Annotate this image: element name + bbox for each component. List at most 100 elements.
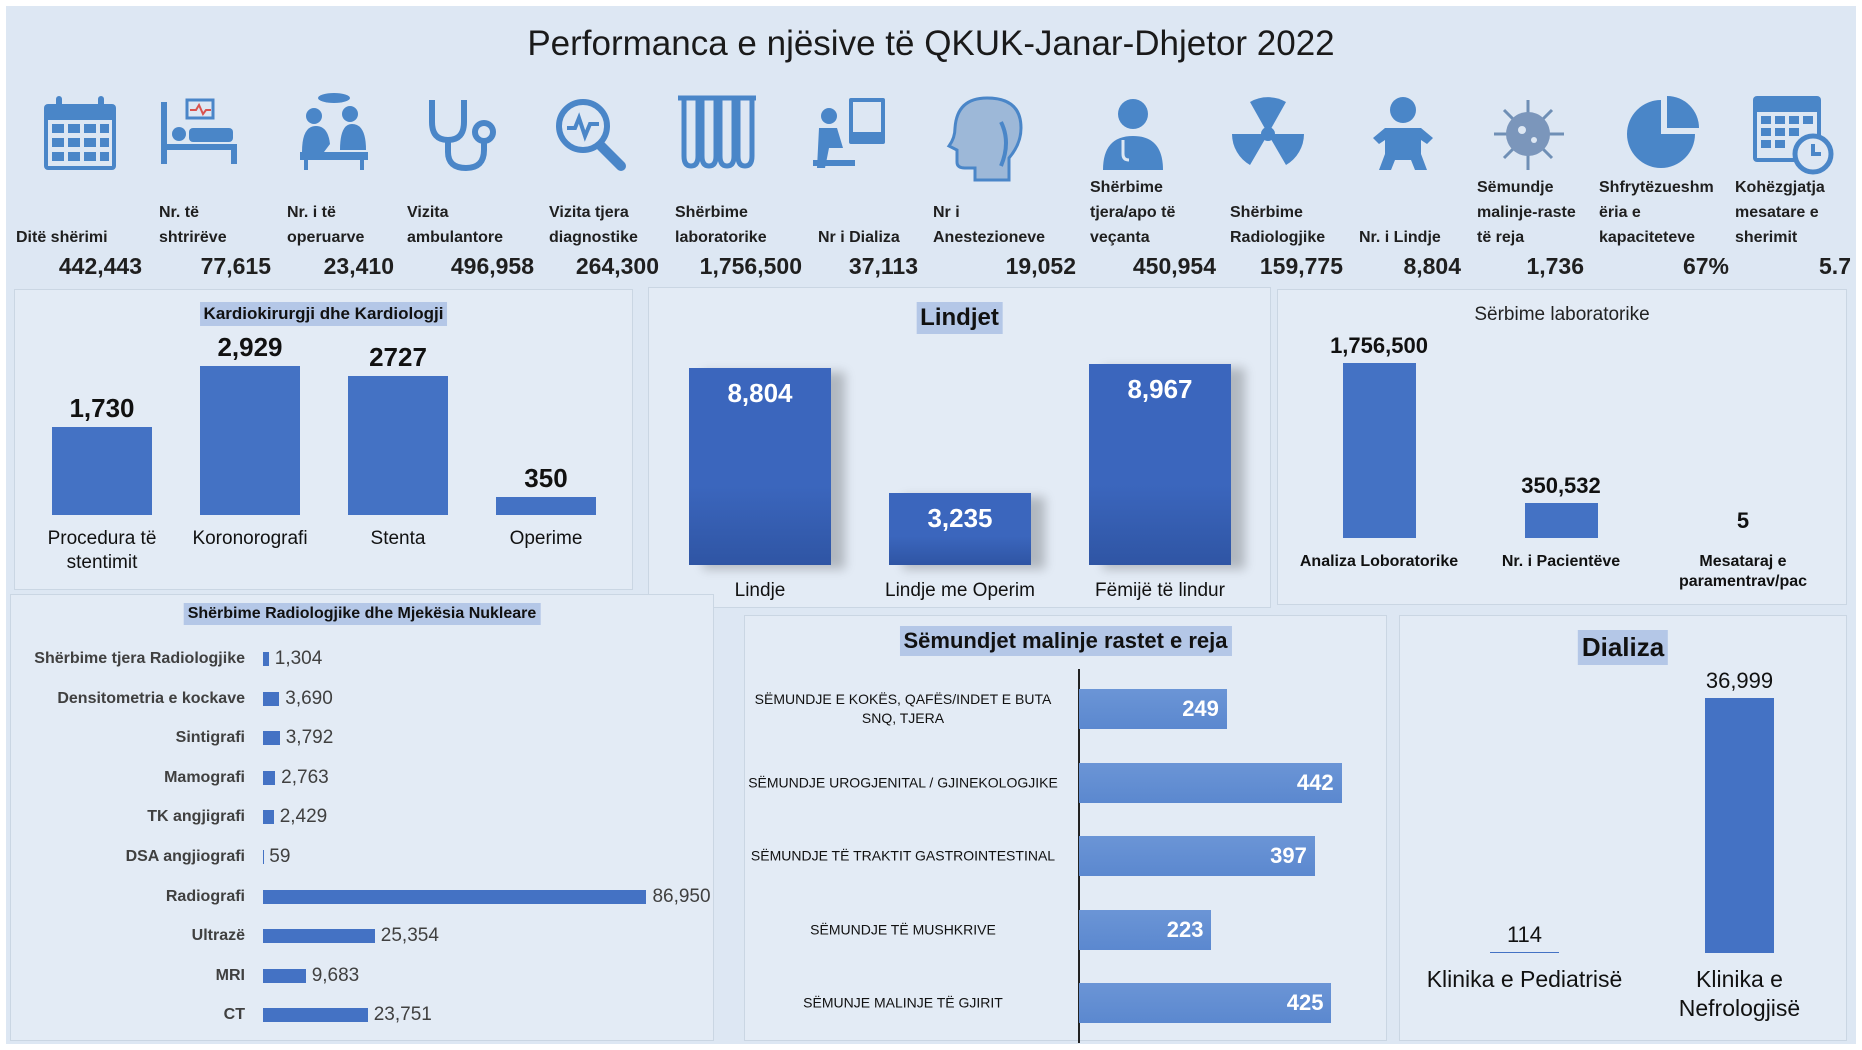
chart-panel: Dializa 114 Klinika e Pediatrisë 36,999 Klin…: [1399, 615, 1847, 1041]
bar: [1343, 363, 1416, 538]
bar: [263, 731, 280, 745]
kpi-label: Nr. i Lindje: [1359, 225, 1469, 250]
y-tick-label: SËMUNDJE TË MUSHKRIVE: [748, 920, 1058, 939]
bar: [263, 890, 646, 904]
y-tick-label: SËMUNJE MALINJE TË GJIRIT: [748, 994, 1058, 1013]
value-label: 23,751: [374, 1004, 432, 1026]
x-tick-label: Mesataraj e paramentrav/pac: [1656, 552, 1830, 592]
kpi-value: 19,052: [1006, 253, 1076, 280]
icon: [1627, 96, 1699, 168]
x-tick-label: Klinika e Nefrologjisë: [1636, 965, 1843, 1023]
value-label: 2,429: [280, 806, 328, 828]
y-tick-label: Radiografi: [13, 886, 245, 908]
chart-panel: Sëmundjet malinje rastet e reja 249 SËMUND…: [744, 615, 1387, 1041]
icon: [161, 100, 237, 164]
kpi-label: Vizita ambulantore: [407, 200, 527, 250]
y-tick-label: SËMUNDJE E KOKËS, QAFËS/INDET E BUTA SNQ…: [748, 690, 1058, 728]
bar: [1705, 698, 1774, 953]
kpi-label: Shërbime tjera/apo të veçanta: [1090, 175, 1205, 250]
bar: [263, 1008, 368, 1022]
y-tick-label: Densitometria e kockave: [13, 688, 245, 710]
y-tick-label: CT: [13, 1005, 245, 1027]
chart-title: Lindjet: [916, 302, 1003, 334]
bar: [263, 929, 375, 943]
value-label: 59: [269, 846, 290, 868]
icon: [559, 102, 621, 166]
x-tick-label: Klinika e Pediatrisë: [1421, 965, 1628, 994]
chart-panel: Shërbime Radiologjike dhe Mjekësia Nukle…: [10, 594, 714, 1041]
icon: [678, 98, 756, 166]
x-tick-label: Koronorografi: [180, 527, 320, 551]
y-tick-label: Mamografi: [13, 767, 245, 789]
kpi-value: 442,443: [59, 253, 142, 280]
kpi-label: Nr i Anestezioneve: [933, 200, 1073, 250]
y-tick-label: Sintigrafi: [13, 727, 245, 749]
icon: [44, 96, 116, 170]
value-label: 350: [472, 463, 620, 494]
kpi-label: Shërbime Radiologjike: [1230, 200, 1345, 250]
value-label: 1,304: [275, 648, 323, 670]
y-tick-label: MRI: [13, 965, 245, 987]
x-tick-label: Lindje me Operim: [864, 579, 1056, 603]
kpi-value: 5.7: [1819, 253, 1851, 280]
kpi-value: 37,113: [849, 253, 918, 280]
kpi-label: Nr i Dializa: [818, 225, 928, 250]
kpi-value: 8,804: [1403, 253, 1461, 280]
value-label: 8,804: [660, 378, 860, 409]
kpi-label: Nr. të shtrirëve: [159, 200, 249, 250]
value-label: 1,730: [28, 393, 176, 424]
bar: [1525, 503, 1598, 538]
icon: [300, 93, 368, 170]
chart-title: Shërbime Radiologjike dhe Mjekësia Nukle…: [184, 603, 541, 625]
bar: [263, 692, 279, 706]
kpi-value: 159,775: [1260, 253, 1343, 280]
value-label: 3,792: [286, 727, 334, 749]
value-label: 2,763: [281, 767, 329, 789]
icon: [432, 100, 493, 168]
value-label: 425: [1287, 990, 1324, 1016]
bar: [263, 810, 274, 824]
value-label: 249: [1182, 696, 1219, 722]
chart-title: Sërbime laboratorike: [1474, 304, 1649, 326]
x-tick-label: Operime: [476, 527, 616, 551]
kpi-label: Vizita tjera diagnostike: [549, 200, 669, 250]
chart-title: Dializa: [1578, 630, 1668, 665]
kpi-label: Nr. i të operuarve: [287, 200, 377, 250]
y-tick-label: SËMUNDJE TË TRAKTIT GASTROINTESTINAL: [748, 847, 1058, 866]
icon: [1494, 100, 1564, 170]
value-label: 9,683: [312, 965, 360, 987]
y-tick-label: Ultrazë: [13, 925, 245, 947]
icon: [1753, 96, 1831, 172]
x-tick-label: Nr. i Pacientëve: [1474, 552, 1648, 572]
value-label: 397: [1270, 843, 1307, 869]
value-label: 8,967: [1060, 374, 1260, 405]
value-label: 114: [1417, 922, 1632, 948]
value-label: 36,999: [1632, 668, 1847, 694]
x-tick-label: Stenta: [328, 527, 468, 551]
kpi-label: Shfrytëzueshmëria e kapaciteteve: [1599, 175, 1717, 250]
bar: [348, 376, 448, 515]
kpi-label: Sëmundje malinje-raste të reja: [1477, 175, 1589, 250]
kpi-label: Shërbime laboratorike: [675, 200, 795, 250]
x-tick-label: Procedura të stentimit: [32, 527, 172, 575]
value-label: 442: [1297, 770, 1334, 796]
dashboard: Performanca e njësive të QKUK-Janar-Dhje…: [6, 6, 1856, 1044]
bar: [200, 366, 300, 515]
kpi-value: 496,958: [451, 253, 534, 280]
icon: [949, 98, 1021, 180]
icon: [1103, 99, 1163, 170]
x-tick-label: Analiza Loboratorike: [1292, 552, 1466, 572]
value-label: 2727: [324, 342, 472, 373]
kpi-value: 450,954: [1133, 253, 1216, 280]
value-label: 5: [1652, 508, 1834, 534]
page-title: Performanca e njësive të QKUK-Janar-Dhje…: [6, 24, 1856, 64]
chart-title: Sëmundjet malinje rastet e reja: [899, 626, 1231, 656]
bar: [263, 652, 269, 666]
kpi-label: Kohëzgjatja mesatare e sherimit: [1735, 175, 1855, 250]
bar: [263, 969, 306, 983]
y-tick-label: DSA angjiografi: [13, 846, 245, 868]
kpi-value: 1,756,500: [700, 253, 802, 280]
y-tick-label: Shërbime tjera Radiologjike: [13, 648, 245, 670]
